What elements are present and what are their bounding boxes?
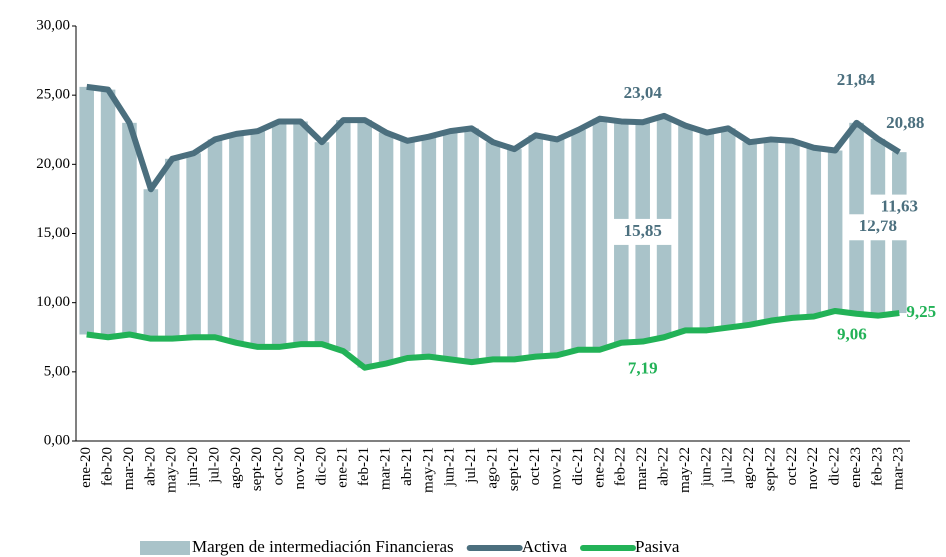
bar (507, 149, 522, 360)
bar (336, 120, 351, 352)
y-tick-label: 5,00 (44, 363, 70, 379)
data-label: 21,84 (837, 70, 876, 89)
legend-label: Pasiva (635, 537, 680, 556)
y-tick-label: 30,00 (36, 17, 70, 33)
y-tick-label: 10,00 (36, 294, 70, 310)
data-label: 9,25 (906, 302, 936, 321)
data-label: 15,85 (624, 221, 662, 240)
data-label: 20,88 (886, 113, 924, 132)
x-tick-label: nov-20 (292, 447, 308, 490)
x-tick-label: jul-22 (720, 447, 736, 484)
x-tick-label: mar-23 (891, 447, 907, 490)
x-tick-label: ene-23 (848, 447, 864, 488)
bar (678, 125, 693, 331)
bar (378, 132, 394, 364)
bar (400, 140, 415, 358)
bar (763, 139, 779, 321)
x-tick-label: nov-21 (549, 447, 565, 490)
legend-swatch (140, 541, 190, 555)
x-tick-label: dic-21 (570, 447, 586, 485)
x-tick-label: sept-22 (762, 447, 778, 491)
x-tick-label: dic-20 (313, 447, 329, 485)
x-tick-label: ene-22 (591, 447, 607, 488)
x-tick-label: dic-22 (827, 447, 843, 485)
data-label: 23,04 (624, 83, 663, 102)
x-tick-label: oct-22 (784, 447, 800, 485)
x-tick-label: ene-20 (78, 447, 94, 488)
x-tick-label: may-21 (420, 447, 436, 493)
bar (827, 150, 843, 311)
label-box (869, 194, 930, 221)
x-tick-label: sept-20 (249, 447, 265, 491)
bar (164, 158, 180, 339)
x-tick-label: may-22 (677, 447, 693, 493)
y-tick-label: 20,00 (36, 156, 70, 172)
data-label: 7,19 (628, 358, 658, 377)
bar (592, 118, 608, 350)
bar (143, 189, 159, 339)
x-tick-label: mar-21 (378, 447, 394, 490)
y-tick-label: 25,00 (36, 87, 70, 103)
bar (699, 132, 715, 331)
x-tick-label: nov-22 (805, 447, 821, 490)
data-label: 12,78 (859, 216, 897, 235)
bar (186, 153, 201, 338)
label-box (612, 218, 673, 245)
x-tick-label: abr-21 (399, 447, 415, 486)
bar (720, 128, 736, 328)
bar (229, 133, 244, 343)
x-tick-label: feb-20 (100, 447, 116, 486)
y-tick-label: 15,00 (36, 225, 70, 241)
bar (464, 128, 479, 363)
x-tick-label: jul-21 (463, 447, 479, 484)
x-tick-label: jul-20 (206, 447, 222, 484)
bar (293, 121, 308, 345)
data-label: 11,63 (881, 197, 918, 216)
legend-label: Margen de intermediación Financieras (192, 537, 454, 556)
x-tick-label: jun-20 (185, 447, 201, 487)
line (86, 83, 901, 193)
bar (742, 142, 757, 325)
bar (250, 131, 266, 347)
bar (207, 139, 223, 338)
x-tick-label: oct-21 (527, 447, 543, 485)
x-tick-label: may-20 (164, 447, 180, 493)
x-tick-label: ago-22 (741, 447, 757, 489)
x-tick-label: oct-20 (271, 447, 287, 485)
bar (314, 142, 330, 345)
x-tick-label: feb-22 (613, 447, 629, 486)
bar (806, 147, 822, 317)
x-tick-label: feb-23 (869, 447, 885, 486)
line (86, 307, 900, 371)
bar (357, 120, 372, 368)
legend-label: Activa (522, 537, 568, 556)
x-tick-label: mar-20 (121, 447, 137, 490)
x-tick-label: feb-21 (356, 447, 372, 486)
x-tick-label: abr-20 (142, 447, 158, 486)
x-tick-label: sept-21 (506, 447, 522, 491)
bar (485, 142, 501, 360)
bar (571, 129, 586, 350)
bar (122, 122, 137, 335)
bar (271, 121, 287, 347)
bar (442, 131, 458, 360)
x-tick-label: ago-20 (228, 447, 244, 489)
x-tick-label: ago-21 (484, 447, 500, 489)
y-tick-label: 0,00 (44, 432, 70, 448)
x-tick-label: jun-22 (698, 447, 714, 487)
bar (100, 89, 116, 338)
x-tick-label: abr-22 (656, 447, 672, 486)
bar (549, 139, 565, 356)
x-tick-label: ene-21 (335, 447, 351, 488)
x-tick-label: mar-22 (634, 447, 650, 490)
data-label: 9,06 (837, 325, 867, 344)
bar (79, 86, 94, 335)
bar (785, 140, 800, 318)
x-tick-label: jun-21 (442, 447, 458, 487)
bar (421, 136, 437, 357)
bar (528, 135, 544, 357)
